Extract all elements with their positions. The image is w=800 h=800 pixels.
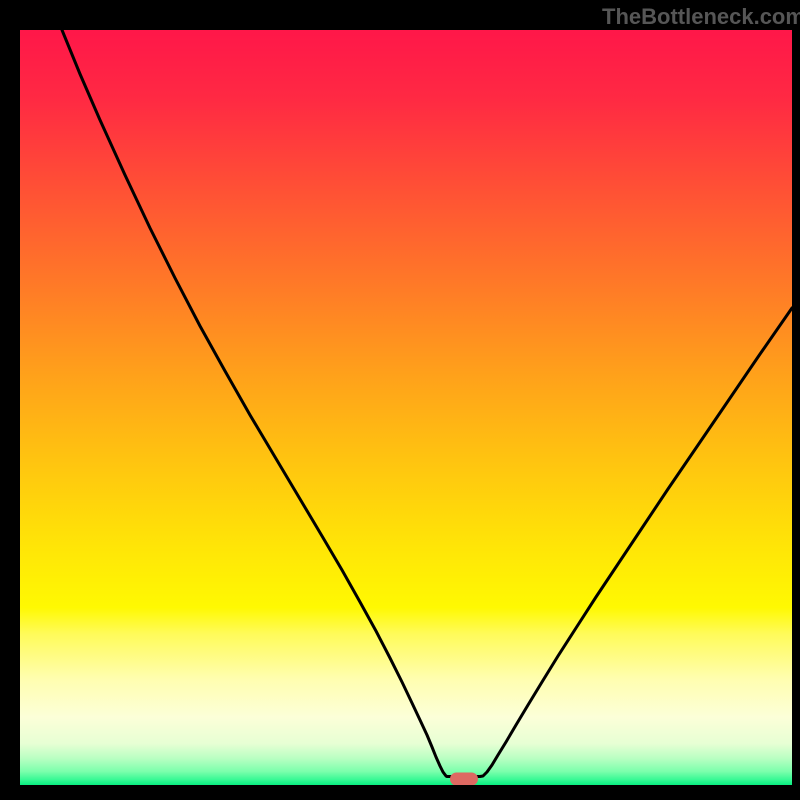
frame-bottom xyxy=(0,785,800,800)
frame-right xyxy=(792,0,800,800)
optimal-marker xyxy=(450,773,478,786)
plot-background xyxy=(20,30,792,785)
bottleneck-chart xyxy=(0,0,800,800)
watermark-text: TheBottleneck.com xyxy=(602,4,800,30)
frame-left xyxy=(0,0,20,800)
